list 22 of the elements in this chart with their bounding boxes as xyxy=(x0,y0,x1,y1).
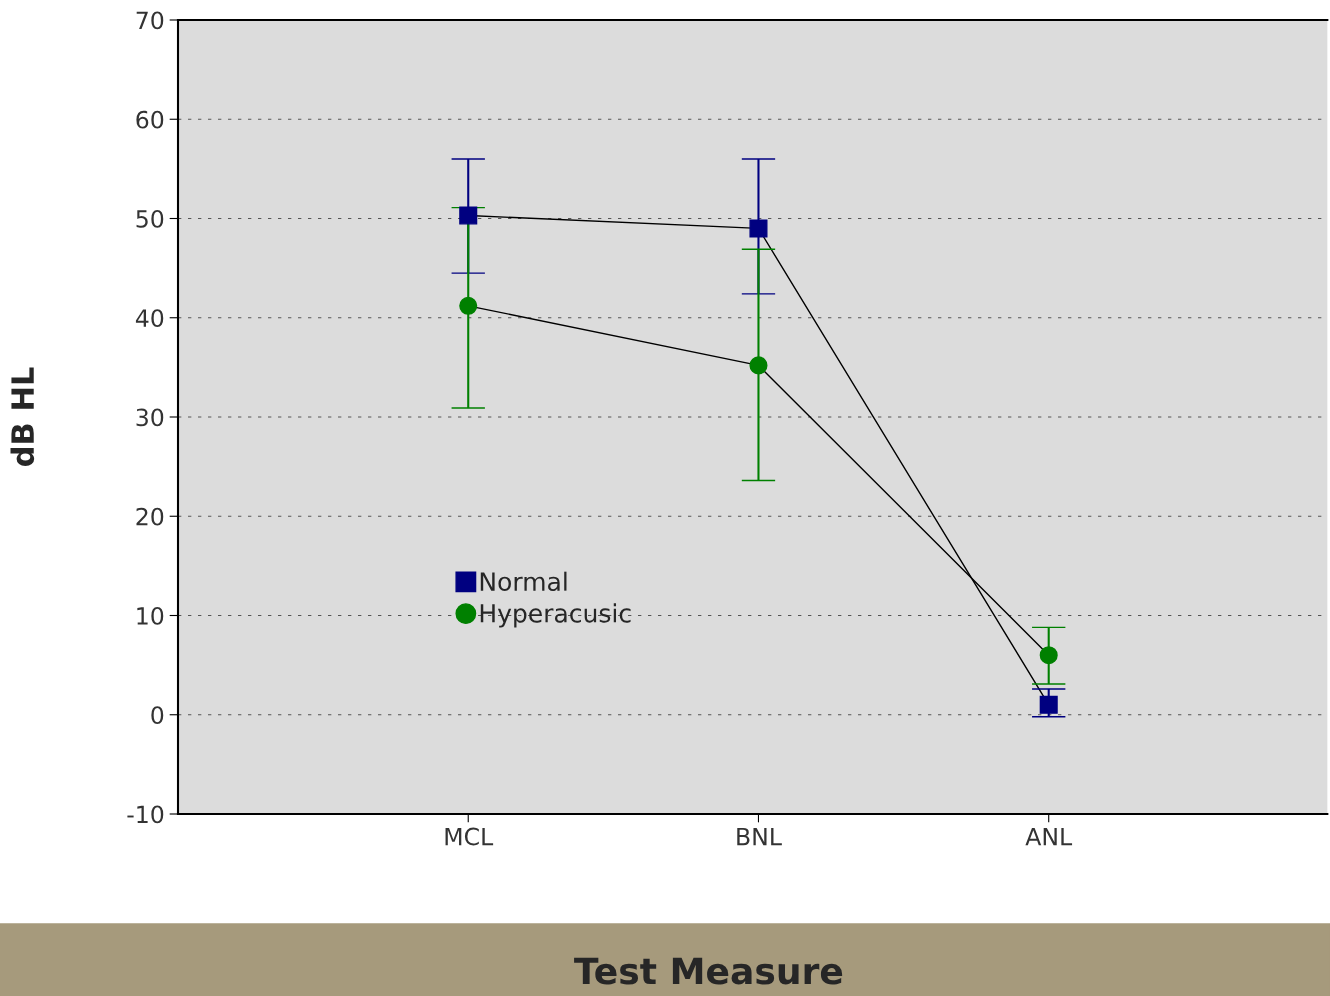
y-tick-label: 30 xyxy=(136,408,164,427)
y-tick-label: 40 xyxy=(135,309,164,328)
x-axis-title: Test Measure xyxy=(574,957,843,985)
legend-label: Hyperacusic xyxy=(480,603,631,628)
point xyxy=(749,219,768,238)
x-tick-label: BNL xyxy=(737,827,782,846)
y-tick-label: 10 xyxy=(137,606,164,625)
x-tick-label: MCL xyxy=(445,827,494,846)
y-tick-label: 70 xyxy=(136,11,164,30)
y-tick-label: 60 xyxy=(136,110,164,129)
point xyxy=(459,296,478,315)
point xyxy=(749,356,768,375)
x-tick-label: ANL xyxy=(1025,827,1073,846)
y-tick-label: 20 xyxy=(136,507,164,526)
legend-label: Normal xyxy=(480,571,567,592)
y-tick-label: 50 xyxy=(136,209,164,228)
point xyxy=(1039,695,1058,714)
y-axis-title: dB HL xyxy=(10,367,35,467)
y-tick-label: 0 xyxy=(151,706,164,725)
point xyxy=(1039,646,1058,665)
point xyxy=(459,206,478,225)
y-tick-label: -10 xyxy=(127,805,164,824)
